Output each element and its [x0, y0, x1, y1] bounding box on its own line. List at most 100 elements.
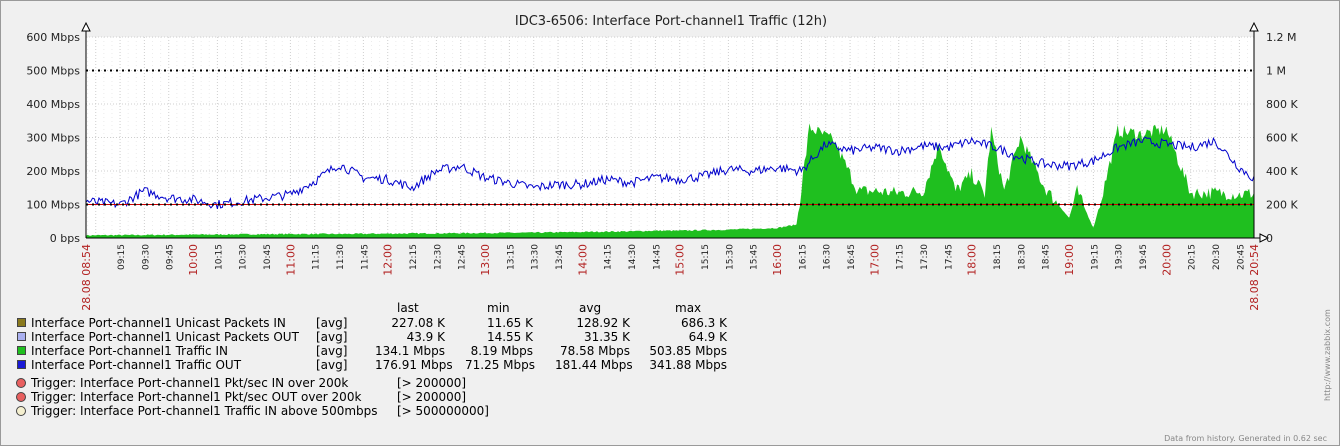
legend-swatch	[17, 332, 26, 341]
x-tick-label: 17:15	[896, 244, 906, 270]
legend-item-name: Interface Port-channel1 Unicast Packets …	[31, 316, 286, 330]
x-tick-label: 20:45	[1236, 244, 1246, 270]
x-tick-label: 19:45	[1139, 244, 1149, 270]
x-tick-label: 16:45	[847, 244, 857, 270]
x-tick-label: 11:00	[284, 244, 297, 276]
legend-item-name: Interface Port-channel1 Traffic IN	[31, 344, 228, 358]
x-tick-label: 17:30	[920, 244, 930, 270]
legend-trigger-label: Trigger: Interface Port-channel1 Pkt/sec…	[31, 390, 362, 404]
trigger-dot-icon	[16, 406, 26, 416]
trigger-dot-icon	[16, 392, 26, 402]
series-area-traffic-in	[86, 123, 1254, 238]
series-line-traffic-out	[85, 136, 1255, 210]
legend-swatch	[17, 360, 26, 369]
legend-item-last: 43.9 K	[406, 330, 445, 344]
x-tick-label: 14:15	[604, 244, 614, 270]
left-axis-arrow-icon	[81, 21, 91, 32]
x-tick-label: 12:30	[433, 244, 443, 270]
legend-item-min: 71.25 Mbps	[465, 358, 536, 372]
x-tick-label: 15:00	[674, 244, 687, 276]
legend-swatch	[17, 318, 26, 327]
x-tick-label: 13:00	[479, 244, 492, 276]
x-tick-label: 11:45	[360, 244, 370, 270]
x-tick-label: 18:45	[1042, 244, 1052, 270]
y-tick-label-left: 300 Mbps	[26, 132, 80, 145]
x-tick-label: 17:00	[868, 244, 881, 276]
x-tick-label: 16:00	[771, 244, 784, 276]
legend-trigger-label: Trigger: Interface Port-channel1 Traffic…	[31, 404, 378, 418]
legend-item-agg: [avg]	[316, 344, 348, 358]
x-tick-label: 14:30	[628, 244, 638, 270]
legend-item-min: 14.55 K	[486, 330, 533, 344]
y-tick-label-right: 0	[1266, 232, 1273, 245]
x-date-label: 28.08 08:54	[80, 244, 93, 311]
trigger-dot-icon	[16, 378, 26, 388]
x-tick-label: 17:45	[944, 244, 954, 270]
x-tick-label: 09:30	[141, 244, 151, 270]
y-tick-label-right: 400 K	[1266, 165, 1298, 178]
x-axis-arrow-icon	[1259, 233, 1270, 243]
legend-item-avg: 128.92 K	[576, 316, 630, 330]
footer-note: Data from history. Generated in 0.62 sec	[1164, 434, 1327, 443]
legend-item-agg: [avg]	[316, 358, 348, 372]
y-tick-label-right: 200 K	[1266, 199, 1298, 212]
x-tick-label: 13:15	[506, 244, 516, 270]
x-tick-label: 15:45	[750, 244, 760, 270]
y-tick-label-left: 400 Mbps	[26, 98, 80, 111]
right-axis-arrow-icon	[1249, 21, 1259, 32]
x-tick-label: 09:45	[166, 244, 176, 270]
y-tick-label-left: 500 Mbps	[26, 65, 80, 78]
x-tick-label: 13:30	[531, 244, 541, 270]
legend-item-agg: [avg]	[316, 330, 348, 344]
x-tick-label: 20:30	[1212, 244, 1222, 270]
x-tick-label: 12:00	[382, 244, 395, 276]
legend-item-max: 341.88 Mbps	[649, 358, 727, 372]
x-tick-label: 09:15	[117, 244, 127, 270]
legend-item-min: 8.19 Mbps	[470, 344, 533, 358]
x-tick-label: 10:15	[214, 244, 224, 270]
legend-item-name: Interface Port-channel1 Traffic OUT	[31, 358, 242, 372]
y-tick-label-right: 600 K	[1266, 132, 1298, 145]
x-tick-label: 11:15	[312, 244, 322, 270]
y-tick-label-left: 600 Mbps	[26, 31, 80, 44]
chart-svg: IDC3-6506: Interface Port-channel1 Traff…	[26, 14, 1298, 311]
x-tick-label: 16:30	[823, 244, 833, 270]
legend-item-last: 227.08 K	[391, 316, 445, 330]
legend-item-name: Interface Port-channel1 Unicast Packets …	[31, 330, 299, 344]
legend-item-last: 134.1 Mbps	[375, 344, 446, 358]
x-tick-label: 14:00	[576, 244, 589, 276]
legend-header-max: max	[675, 301, 702, 315]
y-tick-label-left: 200 Mbps	[26, 165, 80, 178]
y-tick-label-left: 0 bps	[50, 232, 80, 245]
legend-item-avg: 181.44 Mbps	[555, 358, 633, 372]
chart-title: IDC3-6506: Interface Port-channel1 Traff…	[515, 14, 827, 29]
legend-item-last: 176.91 Mbps	[375, 358, 453, 372]
legend-item-min: 11.65 K	[486, 316, 533, 330]
legend-item-max: 686.3 K	[680, 316, 727, 330]
x-tick-label: 19:30	[1115, 244, 1125, 270]
legend-item-avg: 78.58 Mbps	[559, 344, 630, 358]
x-tick-label: 15:15	[701, 244, 711, 270]
legend-header-avg: avg	[579, 301, 602, 315]
x-date-label: 28.08 20:54	[1248, 244, 1261, 311]
legend-header-min: min	[487, 301, 510, 315]
x-tick-label: 18:30	[1017, 244, 1027, 270]
legend-trigger-threshold: [> 500000000]	[397, 404, 489, 418]
x-tick-label: 14:45	[652, 244, 662, 270]
legend-swatch	[17, 346, 26, 355]
side-url: http://www.zabbix.com	[1323, 309, 1332, 401]
legend-item-max: 64.9 K	[688, 330, 727, 344]
legend-item-max: 503.85 Mbps	[649, 344, 727, 358]
x-tick-label: 11:30	[336, 244, 346, 270]
x-tick-label: 19:15	[1090, 244, 1100, 270]
x-tick-label: 12:45	[458, 244, 468, 270]
legend-item-agg: [avg]	[316, 316, 348, 330]
y-tick-label-right: 1 M	[1266, 65, 1286, 78]
x-tick-label: 10:00	[187, 244, 200, 276]
y-tick-label-right: 1.2 M	[1266, 31, 1296, 44]
x-tick-label: 12:15	[409, 244, 419, 270]
x-tick-label: 16:15	[798, 244, 808, 270]
x-tick-label: 13:45	[555, 244, 565, 270]
y-tick-label-right: 800 K	[1266, 98, 1298, 111]
